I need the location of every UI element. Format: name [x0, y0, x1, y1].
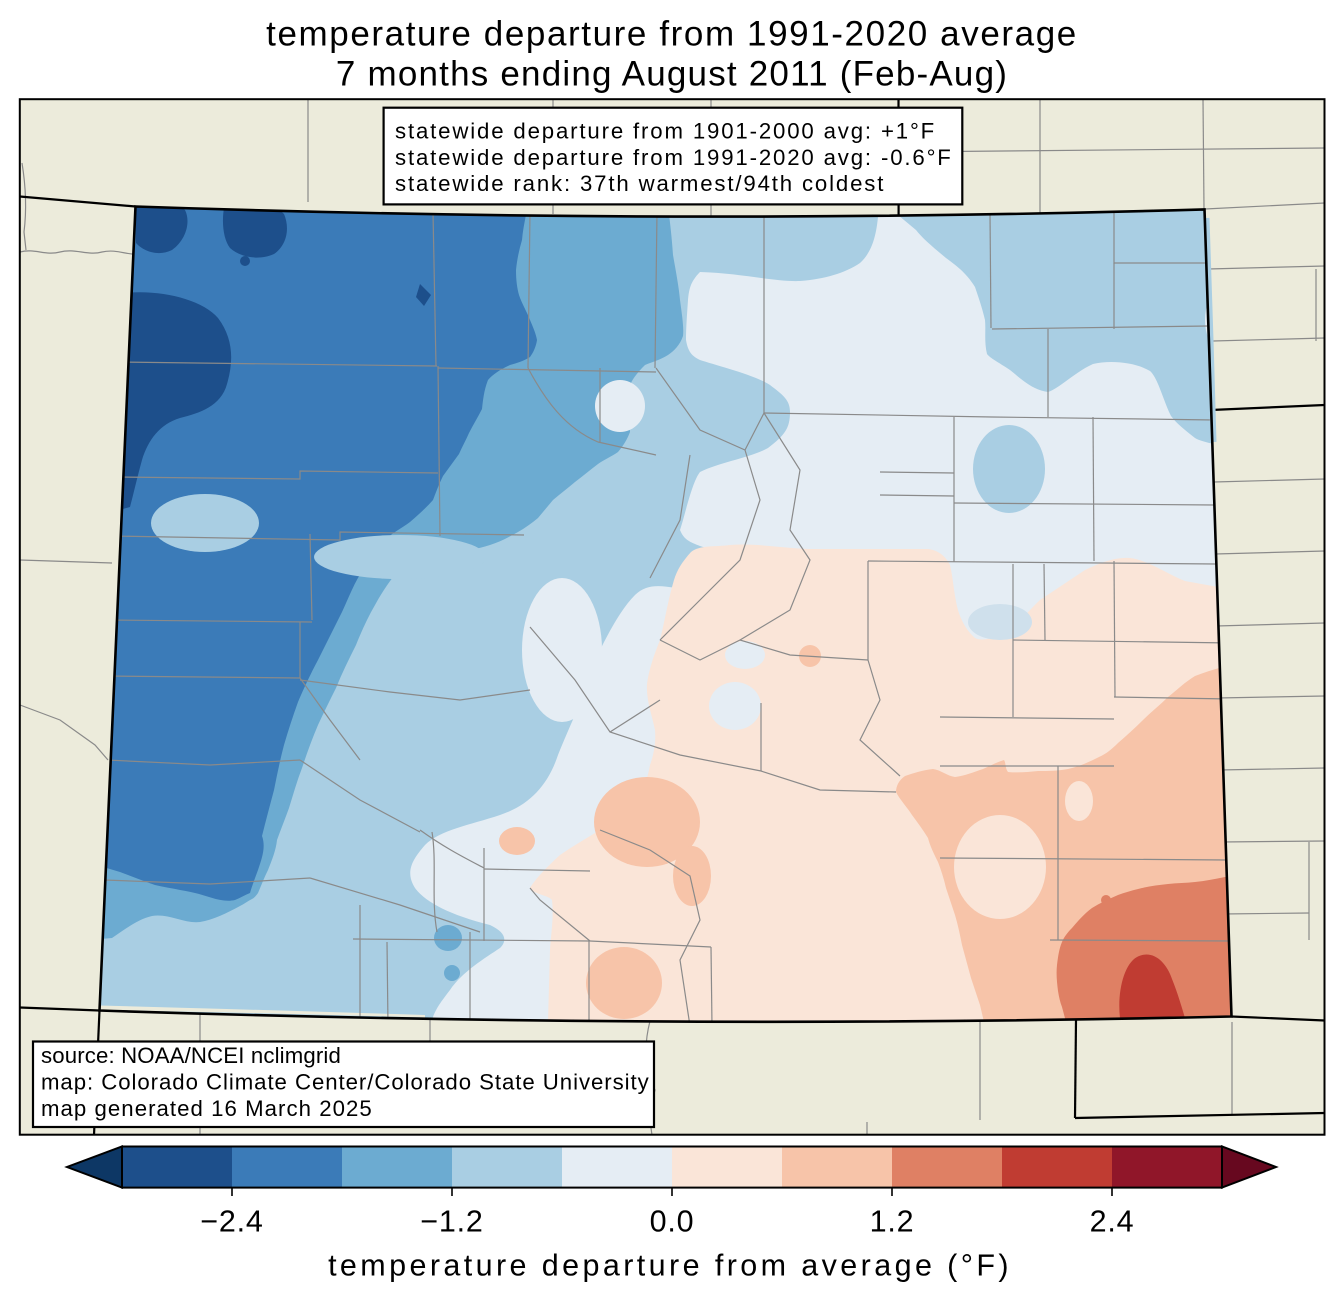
svg-text:statewide departure from 1991-: statewide departure from 1991-2020 avg: … — [395, 145, 953, 170]
svg-text:temperature departure from 199: temperature departure from 1991-2020 ave… — [266, 15, 1078, 54]
svg-text:map: Colorado Climate Center/C: map: Colorado Climate Center/Colorado St… — [41, 1070, 650, 1095]
svg-text:2.4: 2.4 — [1090, 1204, 1135, 1238]
svg-text:source: NOAA/NCEI nclimgrid: source: NOAA/NCEI nclimgrid — [41, 1043, 341, 1068]
svg-text:−2.4: −2.4 — [200, 1204, 263, 1238]
svg-text:−1.2: −1.2 — [420, 1204, 483, 1238]
svg-text:1.2: 1.2 — [870, 1204, 915, 1238]
svg-text:statewide departure from 1901-: statewide departure from 1901-2000 avg: … — [395, 119, 936, 144]
svg-text:statewide rank: 37th warmest/9: statewide rank: 37th warmest/94th coldes… — [395, 171, 885, 196]
svg-text:7 months ending August 2011 (F: 7 months ending August 2011 (Feb-Aug) — [336, 54, 1008, 93]
svg-text:map generated 16 March 2025: map generated 16 March 2025 — [41, 1096, 373, 1121]
svg-text:temperature departure from ave: temperature departure from average (°F) — [328, 1249, 1012, 1283]
svg-text:0.0: 0.0 — [650, 1204, 695, 1238]
